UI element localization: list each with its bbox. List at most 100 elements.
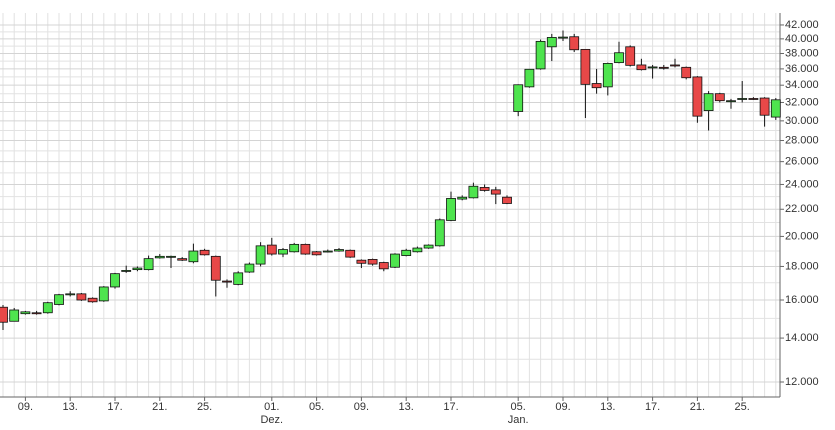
y-tick-label: 32.000 [785, 96, 819, 108]
candle-body [412, 247, 423, 253]
candle-body [759, 97, 770, 116]
candle-body [177, 258, 188, 261]
candle-body [266, 244, 277, 255]
candle-body [401, 249, 412, 256]
candle-body [356, 259, 367, 264]
x-tick-label: 01. [264, 401, 279, 413]
candle-body [502, 196, 512, 204]
x-tick-label: 09. [18, 401, 33, 413]
x-tick-label: 21. [152, 401, 167, 413]
candle-body [311, 251, 322, 256]
candle-body [602, 63, 613, 88]
candle-body [54, 294, 64, 305]
y-tick-label: 20.000 [785, 230, 819, 242]
candle-body [647, 66, 658, 69]
candle-body [670, 64, 680, 67]
candle-body [222, 280, 232, 283]
candle-body [390, 253, 400, 268]
candle-body [434, 219, 445, 247]
candle-body [9, 309, 20, 322]
candle-body [76, 293, 87, 301]
candle-body [244, 263, 255, 273]
y-tick-label: 40.000 [785, 33, 819, 45]
y-tick-label: 28.000 [785, 134, 819, 146]
y-tick-label: 30.000 [785, 115, 819, 127]
x-tick-label: 17. [645, 401, 660, 413]
candle-body [614, 52, 624, 64]
candle-body [569, 36, 580, 51]
candle-body [300, 243, 311, 255]
y-tick-label: 14.000 [785, 332, 819, 344]
candle-body [289, 243, 300, 253]
month-label: Jan. [508, 414, 529, 426]
candle-body [546, 37, 557, 48]
candle-body [513, 84, 524, 112]
candle-body [334, 249, 344, 252]
x-tick-label: 17. [443, 401, 458, 413]
candle-body [703, 93, 714, 111]
candle-body [580, 48, 591, 85]
candle-body [233, 272, 244, 285]
candle-body [188, 250, 199, 263]
candle-body [132, 267, 143, 271]
y-tick-label: 16.000 [785, 294, 819, 306]
candle-body [423, 244, 434, 249]
candle-body [446, 198, 456, 221]
candle-body [367, 259, 378, 265]
candle-body [490, 189, 501, 195]
candle-body [681, 66, 692, 79]
candle-body [199, 249, 210, 256]
y-tick-label: 24.000 [785, 178, 819, 190]
candle-body [322, 250, 333, 253]
y-tick-label: 12.000 [785, 376, 819, 388]
y-tick-label: 22.000 [785, 203, 819, 215]
candle-body [479, 187, 490, 191]
x-tick-label: 09. [354, 401, 369, 413]
candle-body [166, 255, 176, 258]
x-tick-label: 13. [399, 401, 414, 413]
month-label: Dez. [260, 414, 283, 426]
candle-body [65, 293, 76, 296]
x-tick-label: 21. [690, 401, 705, 413]
x-tick-label: 05. [511, 401, 526, 413]
candle-body [558, 36, 568, 39]
candle-body [468, 185, 479, 199]
candle-body [457, 196, 468, 200]
y-tick-label: 26.000 [785, 156, 819, 168]
candle-body [20, 311, 31, 315]
y-tick-label: 36.000 [785, 63, 819, 75]
candle-body [87, 297, 98, 303]
candle-body [658, 66, 669, 69]
candle-body [714, 93, 725, 102]
candle-body [110, 273, 120, 288]
candle-body [524, 68, 535, 88]
candle-body [31, 312, 42, 315]
candle-body [535, 40, 546, 70]
candle-body [42, 302, 53, 314]
y-tick-label: 34.000 [785, 79, 819, 91]
candle-body [625, 46, 636, 66]
candle-body [0, 306, 8, 323]
y-tick-label: 42.000 [785, 19, 819, 31]
candle-body [378, 262, 389, 270]
candle-body [692, 76, 703, 117]
candle-body [154, 255, 165, 259]
x-tick-label: 25. [197, 401, 212, 413]
candle-body [636, 64, 647, 71]
x-tick-label: 25. [735, 401, 750, 413]
x-tick-label: 13. [63, 401, 78, 413]
candle-body [98, 286, 109, 302]
candle-body [255, 245, 266, 265]
candle-body [770, 99, 781, 118]
candle-body [143, 258, 154, 271]
candle-body [345, 249, 356, 258]
x-tick-label: 05. [309, 401, 324, 413]
candle-body [278, 249, 288, 255]
x-tick-label: 13. [600, 401, 615, 413]
candle-body [748, 98, 759, 100]
y-tick-label: 18.000 [785, 260, 819, 272]
x-tick-label: 17. [107, 401, 122, 413]
y-tick-label: 38.000 [785, 47, 819, 59]
candle-body [726, 100, 736, 103]
